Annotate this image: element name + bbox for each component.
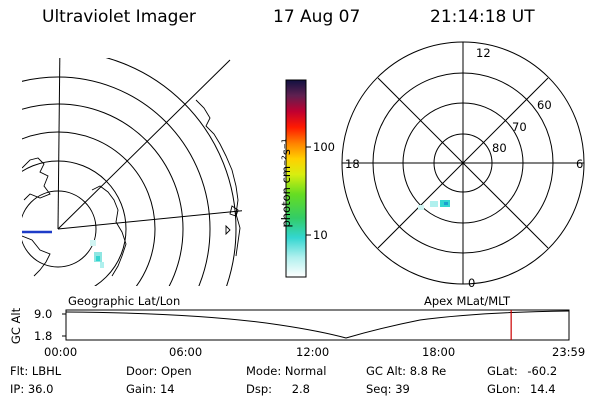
status-dsp-value: 2.8 xyxy=(291,382,310,396)
status-flt-label: Flt: xyxy=(10,364,29,378)
status-door-value: Open xyxy=(160,364,192,378)
time-label: 21:14:18 UT xyxy=(430,7,535,27)
altitude-xtick-0600: 06:00 xyxy=(169,345,203,359)
status-seq-label: Seq: xyxy=(366,382,392,396)
geographic-panel-label: Geographic Lat/Lon xyxy=(68,294,181,308)
mlat-label-60: 60 xyxy=(537,98,552,112)
mlat-label-80: 80 xyxy=(492,141,507,155)
mlat-label-70: 70 xyxy=(512,120,527,134)
colorbar-unit-label: photon cm⁻²s⁻¹ xyxy=(279,138,293,228)
status-gain: Gain: 14 xyxy=(126,382,175,396)
coastline-islands xyxy=(225,205,239,236)
mlt-label-6: 6 xyxy=(576,157,584,171)
status-glat-value: -60.2 xyxy=(527,364,558,378)
status-dsp-label: Dsp: xyxy=(246,382,273,396)
status-glat-label: GLat: xyxy=(487,364,518,378)
status-seq: Seq: 39 xyxy=(366,382,410,396)
altitude-curve xyxy=(65,310,570,339)
colorbar xyxy=(285,79,311,278)
status-gcalt-value: 8.8 Re xyxy=(409,364,447,378)
coastline-africa xyxy=(195,99,241,257)
geo-meridians xyxy=(57,58,242,230)
status-mode-value: Normal xyxy=(284,364,327,378)
mlt-label-0: 0 xyxy=(468,276,476,290)
status-gcalt-label: GC Alt: xyxy=(366,364,407,378)
altitude-timeline xyxy=(62,309,570,341)
date-label: 17 Aug 07 xyxy=(273,7,361,27)
status-mode: Mode: Normal xyxy=(246,364,326,378)
mlt-label-18: 18 xyxy=(345,157,360,171)
polar-plot xyxy=(341,41,585,285)
geographic-map xyxy=(22,58,242,286)
altitude-xtick-1200: 12:00 xyxy=(296,345,330,359)
altitude-ytick-low: 1.8 xyxy=(34,329,53,343)
status-flt-value: LBHL xyxy=(31,364,62,378)
instrument-title: Ultraviolet Imager xyxy=(42,7,196,27)
mlt-label-12: 12 xyxy=(476,46,491,60)
colorbar-tick-10: 10 xyxy=(313,228,328,242)
status-ip-value: 36.0 xyxy=(27,382,54,396)
status-glon: GLon: 14.4 xyxy=(487,382,556,396)
status-dsp: Dsp: 2.8 xyxy=(246,382,310,396)
geo-aurora-emission xyxy=(90,240,104,268)
apex-panel-label: Apex MLat/MLT xyxy=(424,294,511,308)
altitude-ytick-high: 9.0 xyxy=(34,307,53,321)
mlt-diagonal-2 xyxy=(377,77,549,249)
altitude-xtick-2359: 23:59 xyxy=(552,345,586,359)
status-gcalt: GC Alt: 8.8 Re xyxy=(366,364,446,378)
altitude-ylabel: GC Alt xyxy=(9,307,24,345)
altitude-xtick-1800: 18:00 xyxy=(422,345,456,359)
coastline-antarctica xyxy=(22,157,127,277)
status-door: Door: Open xyxy=(126,364,192,378)
status-ip: IP: 36.0 xyxy=(10,382,53,396)
status-door-label: Door: xyxy=(126,364,158,378)
colorbar-tick-100: 100 xyxy=(313,140,335,154)
status-gain-value: 14 xyxy=(159,382,175,396)
status-flt: Flt: LBHL xyxy=(10,364,61,378)
status-glon-value: 14.4 xyxy=(529,382,556,396)
polar-aurora-emission xyxy=(418,200,450,210)
status-glon-label: GLon: xyxy=(487,382,521,396)
status-mode-label: Mode: xyxy=(246,364,282,378)
altitude-xtick-0000: 00:00 xyxy=(44,345,78,359)
status-seq-value: 39 xyxy=(395,382,410,396)
status-gain-label: Gain: xyxy=(126,382,157,396)
status-ip-label: IP: xyxy=(10,382,25,396)
status-glat: GLat: -60.2 xyxy=(487,364,557,378)
